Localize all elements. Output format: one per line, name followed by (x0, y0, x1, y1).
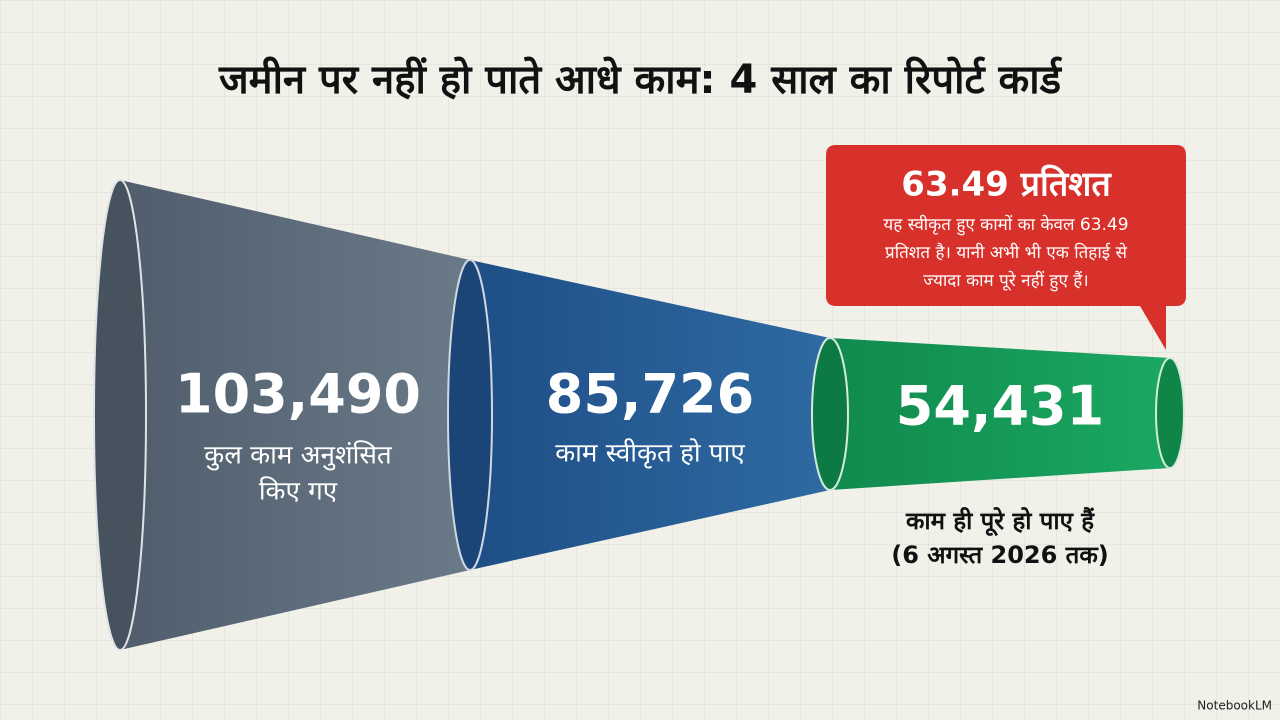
stage-value: 54,431 (896, 375, 1104, 438)
funnel-rim (811, 337, 849, 491)
stage-label: कुल काम अनुशंसित (204, 440, 393, 471)
stage-label: (6 अगस्त 2026 तक) (891, 541, 1108, 569)
funnel-stage (120, 180, 470, 650)
footer-brand: NotebookLM (1197, 699, 1272, 713)
funnel-stage (830, 338, 1170, 490)
title: जमीन पर नहीं हो पाते आधे काम: 4 साल का र… (218, 56, 1063, 103)
funnel-rim (1155, 357, 1185, 469)
callout-title: 63.49 प्रतिशत (901, 164, 1112, 205)
funnel-rim (447, 259, 493, 571)
callout-text: यह स्वीकृत हुए कामों का केवल 63.49 (883, 214, 1128, 236)
stage-label: काम ही पूरे हो पाए हैं (905, 507, 1095, 537)
callout-text: ज्यादा काम पूरे नहीं हुए हैं। (923, 270, 1088, 292)
stage-label: काम स्वीकृत हो पाए (555, 438, 745, 469)
callout-box (826, 145, 1186, 350)
stage-label: किए गए (259, 476, 338, 507)
stage-value: 103,490 (175, 363, 421, 426)
funnel-rim (93, 179, 147, 651)
funnel-stage (470, 260, 830, 570)
callout-text: प्रतिशत है। यानी अभी भी एक तिहाई से (885, 242, 1127, 263)
stage-value: 85,726 (546, 363, 754, 426)
